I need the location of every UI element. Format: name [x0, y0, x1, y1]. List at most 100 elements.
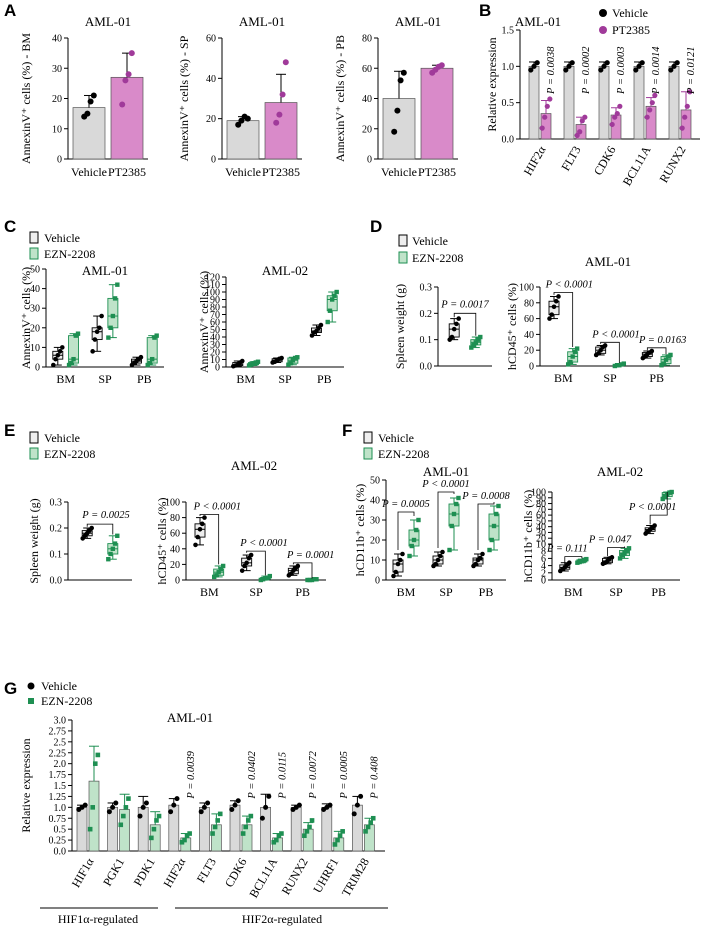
chart-c1-point-vehicle — [94, 329, 100, 335]
chart-f1-sig-bracket — [397, 511, 415, 550]
chart-g-x-label: BCL11A — [246, 855, 280, 900]
chart-b-point-pt2385 — [612, 114, 618, 120]
chart-c1-point-vehicle — [92, 337, 98, 342]
chart-g-x-label: CDK6 — [222, 856, 250, 890]
legend-f-vehicle-label: Vehicle — [378, 431, 414, 445]
chart-c1-y-tick-label: 20 — [30, 323, 40, 334]
chart-f1-y-tick-label: 40 — [370, 496, 380, 507]
chart-g-y-tick-label: 2.5 — [54, 737, 67, 748]
chart-f2-point-ezn — [660, 496, 665, 502]
chart-f1-point-ezn — [456, 495, 461, 501]
chart-c2-y-tick-label: 90 — [210, 295, 220, 306]
chart-e2-point-ezn — [312, 577, 317, 582]
chart-f1-title: AML-01 — [423, 464, 469, 479]
chart-f2-y-label: hCD11b⁺ cells (%) — [521, 490, 535, 583]
chart-c1-y-tick-label: 30 — [30, 304, 40, 315]
chart-d2-point-vehicle — [547, 316, 552, 321]
chart-b-point-pt2385 — [644, 114, 650, 120]
chart-d1-point-ezn — [469, 345, 474, 350]
chart-f1-point-ezn — [416, 517, 421, 523]
chart-b-x-label: BCL11A — [620, 143, 654, 188]
chart-g-y-tick-label: 3.0 — [54, 716, 67, 727]
chart-a2-y-label: AnnexinV⁺ cells (%) - SP — [177, 35, 191, 161]
chart-a1-y-tick-label: 30 — [52, 64, 62, 75]
chart-g-point-ezn — [274, 837, 279, 843]
chart-g-point-vehicle — [358, 793, 364, 799]
legend-e-ezn-box — [29, 447, 39, 460]
chart-e2-y-tick-label: 100 — [165, 498, 180, 509]
chart-c1-point-ezn — [154, 333, 159, 338]
chart-c1-point-ezn — [66, 362, 72, 368]
chart-f1-point-ezn — [489, 537, 494, 543]
chart-e2-point-vehicle — [295, 563, 301, 569]
legend-c-vehicle-box — [29, 231, 39, 244]
chart-d2-point-ezn — [565, 362, 571, 367]
chart-g-point-ezn — [87, 826, 93, 832]
chart-f1-point-vehicle — [395, 561, 401, 567]
chart-d2-pvalue: P < 0.0001 — [545, 280, 593, 291]
chart-b-point-pt2385 — [652, 92, 658, 98]
chart-d1-point-vehicle — [454, 321, 459, 327]
chart-a2-bar — [226, 120, 260, 160]
chart-g-group-label-hif2: HIF2α-regulated — [242, 912, 322, 926]
chart-g-point-ezn — [271, 839, 277, 845]
chart-e2-point-ezn — [214, 573, 219, 578]
chart-f1-x-label: SP — [439, 585, 453, 599]
chart-e2-x-label: PB — [295, 585, 310, 599]
chart-f2-y-tick-label: 90 — [536, 493, 546, 504]
chart-f2-x-label: PB — [651, 585, 666, 599]
chart-g-title: AML-01 — [167, 710, 213, 725]
chart-c2-y-label: AnnexinV⁺ cells (%) — [197, 271, 211, 373]
chart-e2-point-ezn — [218, 566, 224, 572]
chart-f2-y-tick-label: 100 — [531, 488, 546, 499]
chart-a1-x-label: Vehicle — [71, 165, 107, 179]
chart-d1-point-vehicle — [449, 334, 455, 340]
chart-e2-point-ezn — [220, 563, 226, 569]
chart-f2-point-ezn — [579, 559, 585, 564]
chart-f1-point-vehicle — [437, 553, 443, 559]
chart-g-point-ezn — [217, 811, 223, 817]
chart-f1-point-ezn — [451, 511, 457, 517]
chart-g-x-label: TRIM28 — [339, 856, 372, 899]
chart-f2-y-tick-label: 0 — [541, 576, 546, 587]
chart-a2-x-label: Vehicle — [225, 165, 261, 179]
chart-g-group-label-hif1: HIF1α-regulated — [58, 912, 138, 926]
chart-a3-y-tick-label: 80 — [362, 34, 372, 45]
chart-f1-point-ezn — [494, 511, 499, 517]
chart-f1-pvalue: P = 0.0005 — [381, 499, 429, 510]
chart-g-point-ezn — [340, 829, 345, 834]
chart-g-point-vehicle — [198, 809, 204, 815]
chart-g-y-tick-label: 0.75 — [49, 814, 67, 825]
panel-label-e: E — [4, 421, 15, 440]
chart-g-point-ezn — [156, 813, 162, 819]
chart-e2-point-vehicle — [195, 534, 201, 540]
chart-f1-point-vehicle — [391, 573, 396, 579]
chart-e2-pvalue: P = 0.0001 — [286, 550, 334, 561]
chart-b-x-label: CDK6 — [591, 144, 619, 178]
chart-a3-bar — [382, 98, 416, 160]
chart-b-point-vehicle — [639, 60, 645, 66]
chart-e1-point-ezn — [106, 557, 111, 562]
chart-g-bar-vehicle — [290, 806, 302, 852]
chart-c1-y-tick-label: 10 — [30, 343, 40, 354]
chart-c1-point-ezn — [110, 313, 116, 319]
chart-d2-point-ezn — [568, 359, 573, 365]
chart-c1-point-vehicle — [57, 349, 63, 354]
chart-g-point-ezn — [309, 818, 315, 823]
chart-g-point-ezn — [184, 833, 190, 839]
chart-f2-point-ezn — [620, 553, 625, 558]
chart-f1-point-vehicle — [440, 549, 445, 555]
legend-e-vehicle-box — [29, 431, 39, 444]
chart-f2-y-tick-label: 30 — [536, 528, 546, 539]
chart-b-point-pt2385 — [617, 103, 623, 109]
chart-f2-point-ezn — [662, 494, 668, 499]
chart-e1-point-vehicle — [89, 525, 94, 531]
legend-c: Vehicle EZN-2208 — [29, 231, 95, 261]
legend-e-ezn-label: EZN-2208 — [44, 447, 95, 461]
chart-f2-point-ezn — [577, 559, 582, 565]
chart-d2-point-ezn — [570, 354, 575, 359]
chart-c1-point-vehicle — [97, 325, 102, 331]
chart-d2-point-ezn — [668, 352, 673, 358]
chart-g-point-vehicle — [327, 802, 333, 808]
chart-b-point-pt2385 — [647, 107, 653, 113]
